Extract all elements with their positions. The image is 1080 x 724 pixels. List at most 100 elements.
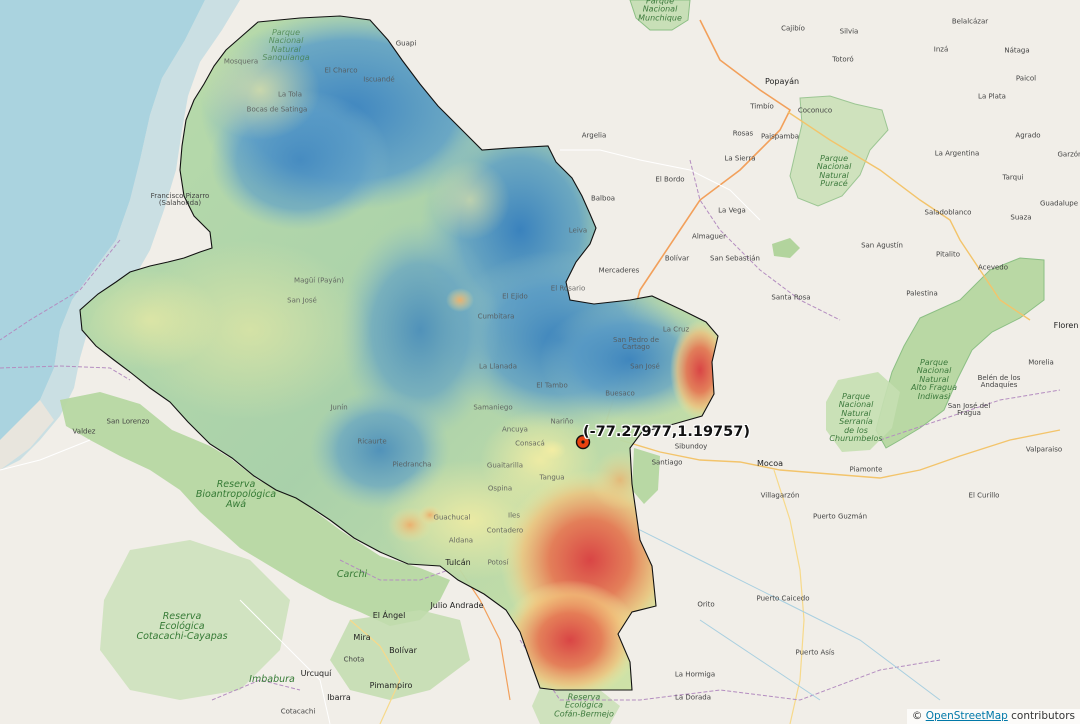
overlay-label-san-jose-n: San José [287,296,317,305]
overlay-label-el-tambo: El Tambo [536,381,568,390]
place-label-tulcan: Tulcán [445,558,471,567]
place-label-la-sierra: La Sierra [724,154,756,163]
overlay-label-mosquera: Mosquera [223,57,259,66]
park-label-imbabura: Imbabura [249,674,295,686]
place-label-francisco-pizarro: Francisco Pizarro (Salahonda) [150,192,210,207]
place-label-urcuqui: Urcuquí [300,669,332,678]
overlay-label-junin: Junín [330,403,348,412]
overlay-label-cumbitara: Cumbitara [477,312,515,321]
admin-borders [0,159,1061,701]
overlay-label-leiva: Leiva [568,226,588,235]
overlay-label-tangua: Tangua [539,473,565,482]
place-label-saladoblanco: Saladoblanco [924,208,972,217]
place-label-valdez: Valdez [72,427,96,436]
overlay-label-ricaurte: Ricaurte [357,437,387,446]
overlay-label-potosi: Potosí [487,558,509,567]
overlay-label-samaniego: Samaniego [473,403,513,412]
overlay-label-el-rosario: El Rosario [550,284,586,293]
place-label-piamonte: Piamonte [849,465,883,474]
place-label-pitalito: Pitalito [936,250,960,259]
park-label-sanquianga: Parque Nacional Natural Sanquianga [262,28,310,63]
park-label-awa: Reserva Bioantropológica Awá [195,479,277,510]
place-label-villagarzon: Villagarzón [760,491,800,500]
place-label-cotacachi: Cotacachi [280,707,316,716]
overlay-label-narino: Nariño [550,417,574,426]
overlay-label-iscuande: Iscuandé [363,75,395,84]
place-label-san-lorenzo: San Lorenzo [106,417,150,426]
overlay-label-bocas-de-satinga: Bocas de Satinga [246,105,308,114]
overlay-label-guachucal: Guachucal [433,513,471,522]
rivers [619,519,941,701]
location-marker[interactable] [575,434,591,450]
place-label-rosas: Rosas [732,129,754,138]
overlay-label-magui: Magüí (Payán) [294,276,344,285]
place-label-nataga: Nátaga [1004,46,1030,55]
place-label-paispamba: Paispamba [760,132,800,141]
place-label-guapi: Guapi [395,39,417,48]
place-label-la-hormiga: La Hormiga [674,670,716,679]
place-label-la-vega: La Vega [718,206,746,215]
overlay-label-ospina: Ospina [487,484,513,493]
place-label-la-plata: La Plata [978,92,1006,101]
place-label-morelia: Morelia [1028,358,1054,367]
place-label-puerto-guzman: Puerto Guzmán [812,512,868,521]
place-label-paicol: Paicol [1015,74,1037,83]
park-label-churumbelos: Parque Nacional Natural Serranía de los … [829,391,883,443]
protected-areas [60,0,1045,724]
place-label-cajibio: Cajibío [781,24,805,33]
place-label-el-angel: El Ángel [372,611,406,620]
place-label-bolivar-e: Bolívar [389,646,417,655]
place-label-inza: Inzá [933,45,949,54]
place-label-popayan: Popayán [764,77,800,86]
place-label-orito: Orito [697,600,715,609]
place-label-belalcazar: Belalcázar [951,17,989,26]
overlay-label-contadero: Contadero [486,526,524,535]
overlay-label-la-llanada: La Llanada [478,362,518,371]
place-label-santa-rosa: Santa Rosa [771,293,811,302]
place-label-mira: Mira [353,633,371,642]
overlay-label-ancuya: Ancuya [502,425,528,434]
marker-coordinate-label: (-77.27977,1.19757) [583,424,750,440]
place-label-almaguer: Almaguer [692,232,726,241]
place-label-la-argentina: La Argentina [934,149,980,158]
park-label-cotacachi-cayapas: Reserva Ecológica Cotacachi-Cayapas [136,611,228,642]
ocean [0,0,240,470]
place-label-puerto-asis: Puerto Asís [795,648,835,657]
overlay-label-piedrancha: Piedrancha [392,460,432,469]
place-label-totoro: Totoró [832,55,854,64]
place-label-santiago: Santiago [651,458,683,467]
place-label-el-curillo: El Curillo [968,491,1000,500]
place-label-coconuco: Coconuco [797,106,833,115]
place-label-pimampiro: Pimampiro [369,681,413,690]
overlay-label-el-ejido: El Ejido [502,292,528,301]
place-label-balboa: Balboa [590,194,616,203]
place-label-mocoa: Mocoa [757,459,783,468]
park-label-purace: Parque Nacional Natural Puracé [816,154,852,189]
place-label-palestina: Palestina [906,289,938,298]
place-label-sibundoy: Sibundoy [674,442,708,451]
place-label-guadalupe: Guadalupe [1039,199,1079,208]
overlay-label-el-charco: El Charco [324,66,358,75]
park-label-munchique: Parque Nacional Munchique [638,0,682,23]
place-label-valparaiso: Valparaiso [1025,445,1063,454]
place-label-puerto-caicedo: Puerto Caicedo [756,594,810,603]
park-label-cofan: Reserva Ecológica Cofán-Bermejo [554,692,614,719]
place-label-bolivar-c: Bolívar [664,254,690,263]
place-label-julio-andrade: Julio Andrade [430,601,484,610]
overlay-label-la-cruz: La Cruz [662,325,690,334]
overlay-label-consaca: Consacá [515,439,545,448]
place-label-argelia: Argelia [581,131,607,140]
overlay-label-aldana: Aldana [448,536,474,545]
attribution-prefix: © [911,710,923,722]
place-label-san-agustin: San Agustín [861,241,903,250]
overlay-label-san-pedro: San Pedro de Cartago [612,336,660,351]
place-label-el-bordo: El Bordo [655,175,685,184]
place-label-suaza: Suaza [1010,213,1032,222]
openstreetmap-link[interactable]: OpenStreetMap [925,710,1008,722]
attribution-suffix: contributors [1011,710,1075,722]
overlay-label-iles: Iles [508,511,520,520]
overlay-label-buesaco: Buesaco [605,389,635,398]
place-label-acevedo: Acevedo [978,263,1008,272]
